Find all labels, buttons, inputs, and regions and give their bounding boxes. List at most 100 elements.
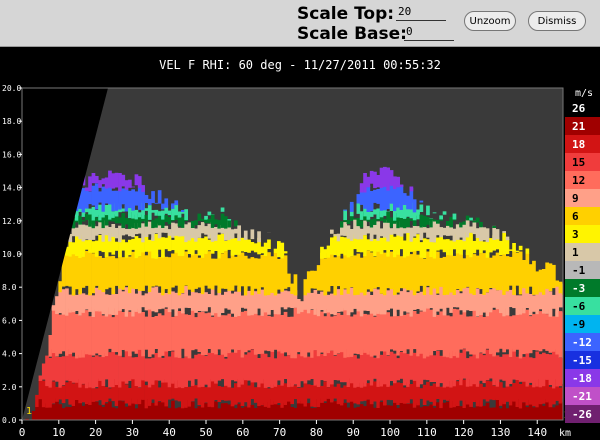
velocity-cell [111,407,116,420]
velocity-cell [190,401,195,420]
velocity-cell [508,386,513,406]
velocity-cell [220,207,225,212]
velocity-cell [184,386,188,408]
velocity-cell [187,257,192,290]
velocity-cell [479,353,483,381]
velocity-cell [247,290,251,316]
velocity-cell [409,254,414,291]
velocity-cell [422,406,427,420]
velocity-cell [134,357,139,386]
velocity-cell [452,380,457,408]
velocity-cell [455,381,460,406]
velocity-cell [393,312,397,351]
velocity-cell [144,208,149,211]
scale-top-input[interactable]: 20 [396,4,446,21]
velocity-cell [343,353,347,383]
velocity-cell [161,219,165,228]
velocity-cell [555,379,559,401]
velocity-cell [538,379,543,405]
velocity-cell [379,237,384,255]
velocity-cell [356,287,361,312]
velocity-cell [280,250,285,292]
velocity-cell [227,385,232,401]
velocity-cell [389,251,394,290]
velocity-cell [376,311,381,359]
velocity-cell [220,403,225,420]
velocity-cell [459,222,463,228]
dismiss-button[interactable]: Dismiss [528,11,586,31]
velocity-cell [306,384,311,399]
velocity-cell [439,285,443,309]
velocity-cell [194,292,198,313]
velocity-cell [376,289,381,314]
velocity-cell [234,220,238,227]
velocity-cell [346,407,351,420]
velocity-cell [462,402,467,420]
velocity-cell [124,228,129,235]
velocity-cell [346,349,351,387]
velocity-cell [197,312,202,352]
velocity-cell [157,387,162,402]
velocity-cell [409,316,414,356]
velocity-cell [88,316,92,355]
colorbar-label: 3 [572,228,579,241]
scale-top-label: Scale Top: [297,4,395,24]
velocity-cell [88,213,92,227]
velocity-cell [353,289,357,309]
velocity-cell [552,316,556,352]
velocity-cell [210,221,215,242]
x-tick-label: 90 [347,426,360,439]
velocity-cell [137,184,142,210]
velocity-cell [283,311,288,353]
velocity-cell [41,403,46,420]
velocity-cell [161,255,165,296]
velocity-cell [462,233,467,250]
velocity-cell [200,218,205,222]
velocity-cell [91,206,96,221]
velocity-cell [71,310,76,353]
velocity-cell [412,311,417,350]
velocity-cell [359,235,364,253]
velocity-cell [81,405,86,420]
velocity-cell [121,188,126,205]
velocity-cell [75,232,79,256]
unzoom-button[interactable]: Unzoom [464,11,516,31]
velocity-cell [237,349,241,388]
velocity-cell [253,313,258,355]
velocity-cell [455,251,460,290]
velocity-cell [184,406,188,420]
velocity-cell [243,354,248,381]
velocity-cell [495,252,500,291]
velocity-cell [88,208,92,215]
velocity-cell [366,239,371,251]
velocity-cell [204,249,208,286]
velocity-cell [399,314,404,351]
velocity-cell [84,240,89,250]
scale-base-input[interactable]: 0 [404,24,454,41]
velocity-cell [396,176,400,188]
velocity-cell [446,384,450,401]
velocity-cell [363,173,367,193]
velocity-cell [217,258,222,293]
velocity-cell [548,354,553,386]
velocity-cell [522,402,526,420]
velocity-cell [313,350,318,386]
velocity-cell [320,353,324,381]
velocity-cell [75,381,79,400]
velocity-cell [422,357,427,380]
velocity-cell [250,257,255,296]
velocity-cell [287,316,291,356]
velocity-cell [181,210,185,212]
velocity-cell [406,292,410,313]
velocity-cell [555,405,559,420]
velocity-cell [48,404,53,420]
velocity-cell [174,223,179,236]
velocity-cell [389,170,394,186]
velocity-cell [409,384,414,400]
velocity-cell [88,382,92,405]
velocity-cell [283,383,288,405]
velocity-cell [446,315,450,358]
velocity-cell [124,217,129,225]
velocity-cell [383,166,387,187]
